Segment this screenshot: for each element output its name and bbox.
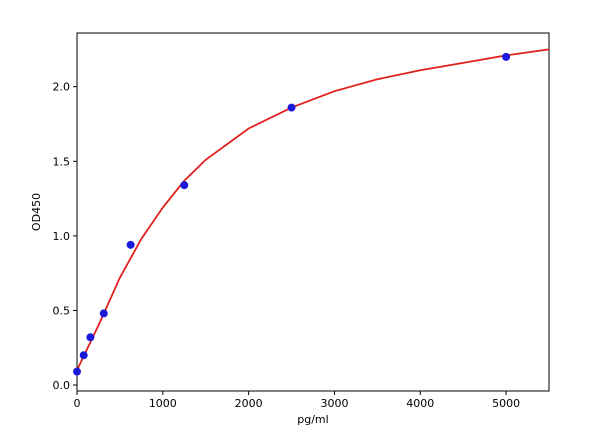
x-axis-label: pg/ml bbox=[297, 413, 328, 426]
fit-curve bbox=[76, 48, 550, 371]
data-point bbox=[86, 333, 95, 342]
x-tick-label: 1000 bbox=[149, 397, 177, 410]
data-point bbox=[287, 103, 296, 112]
plot-frame bbox=[76, 32, 550, 392]
x-tick-label: 3000 bbox=[320, 397, 348, 410]
data-point bbox=[73, 367, 81, 376]
data-point bbox=[99, 309, 108, 318]
x-tick-label: 4000 bbox=[406, 397, 434, 410]
y-tick-label: 1.0 bbox=[53, 230, 71, 243]
y-tick-label: 0.5 bbox=[53, 304, 71, 317]
data-point bbox=[79, 351, 88, 360]
x-tick-label: 0 bbox=[74, 397, 81, 410]
y-axis-label: OD450 bbox=[30, 193, 43, 231]
y-tick-label: 2.0 bbox=[53, 81, 71, 94]
data-point bbox=[502, 52, 511, 61]
x-tick-label: 5000 bbox=[492, 397, 520, 410]
x-tick-label: 2000 bbox=[235, 397, 263, 410]
y-tick-label: 0.0 bbox=[53, 379, 71, 392]
y-tick-label: 1.5 bbox=[53, 155, 71, 168]
data-point bbox=[126, 240, 135, 249]
data-point bbox=[180, 181, 189, 190]
